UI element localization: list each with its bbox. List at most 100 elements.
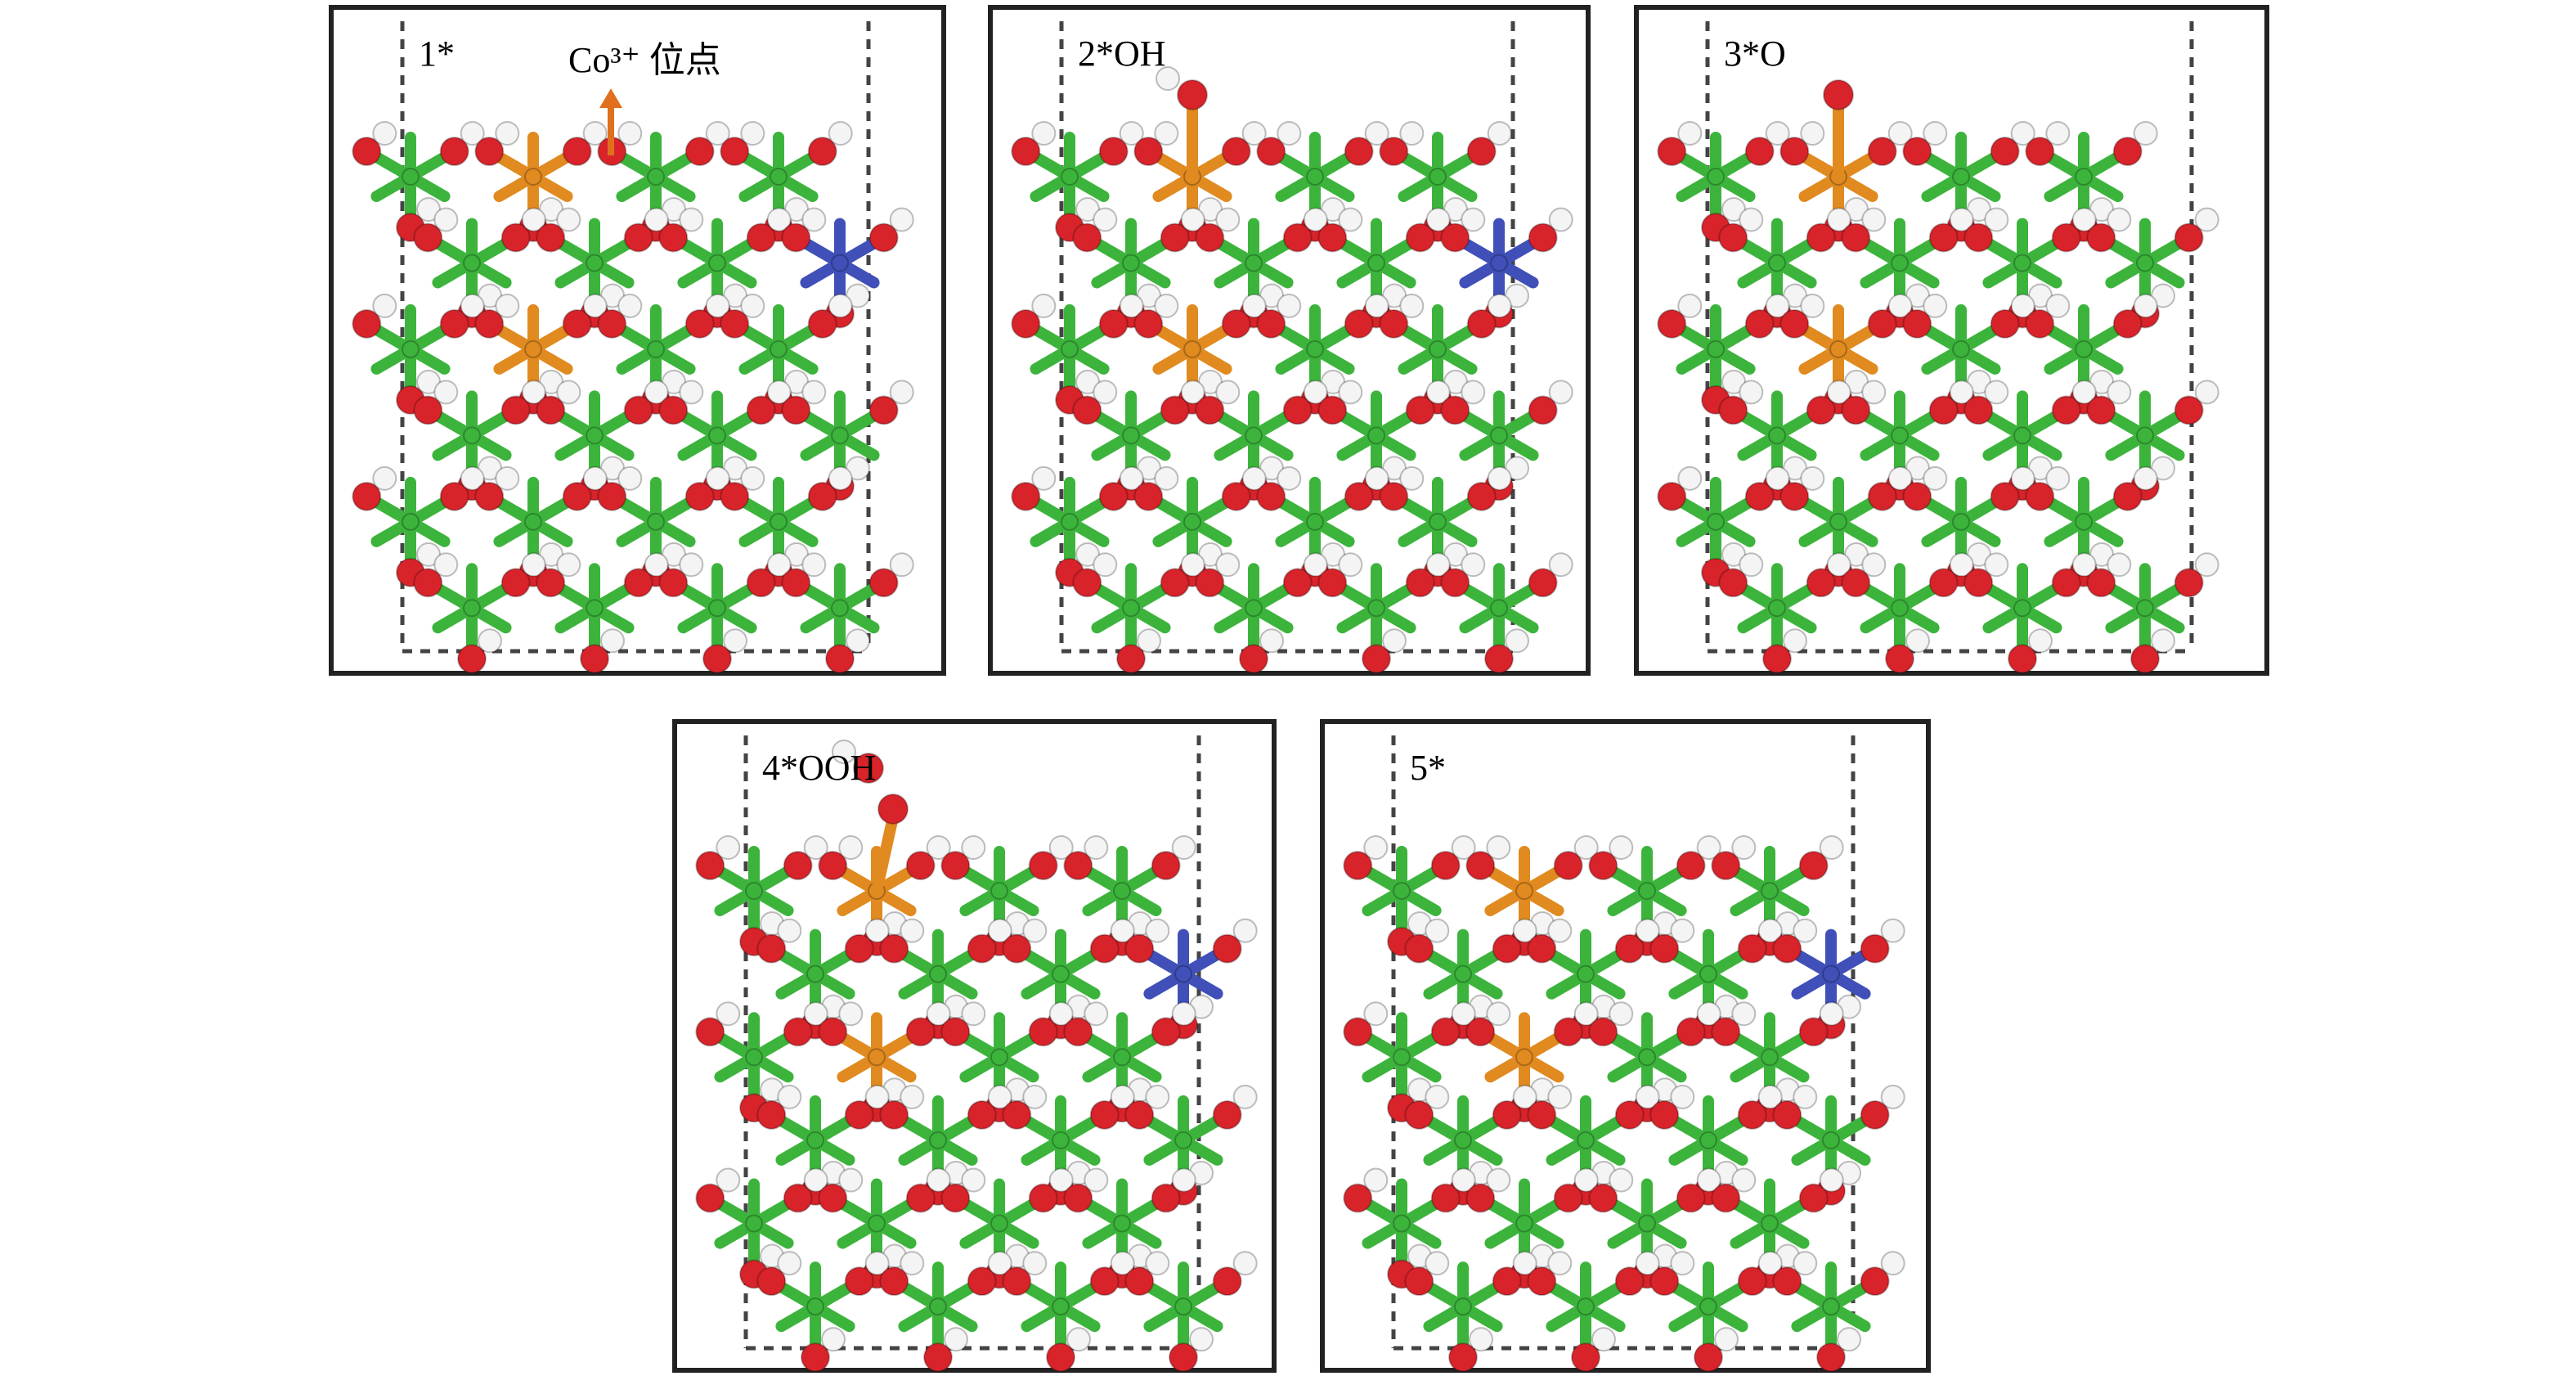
hydrogen-atom — [1487, 121, 1512, 146]
hydrogen-atom — [900, 918, 925, 943]
oxygen-atom — [658, 568, 689, 598]
oxygen-atom — [1718, 568, 1748, 598]
hydrogen-atom — [716, 835, 741, 860]
oxygen-atom — [500, 568, 531, 598]
oxygen-atom — [1466, 308, 1497, 339]
hydrogen-atom — [1739, 207, 1764, 232]
oxygen-atom — [746, 568, 776, 598]
hydrogen-atom — [372, 465, 397, 491]
oxygen-atom — [1990, 308, 2020, 339]
oxygen-atom — [1405, 568, 1435, 598]
oxygen-atom — [1160, 395, 1190, 425]
metal-atom — [2075, 168, 2093, 186]
metal-atom — [1768, 254, 1786, 272]
oxygen-atom — [746, 395, 776, 425]
lattice — [695, 740, 1258, 1373]
oxygen-atom — [1823, 79, 1854, 110]
oxygen-atom — [1116, 644, 1146, 674]
hydrogen-atom — [832, 740, 856, 764]
hydrogen-atom — [1486, 1001, 1511, 1027]
oxygen-atom — [1867, 308, 1897, 339]
hydrogen-atom — [1022, 918, 1048, 943]
hydrogen-atom — [1819, 835, 1844, 860]
hydrogen-atom — [1984, 552, 2009, 578]
oxygen-atom — [1124, 1099, 1155, 1130]
hydrogen-atom — [1145, 918, 1170, 943]
hydrogen-atom — [478, 456, 502, 481]
oxygen-atom — [1379, 308, 1409, 339]
oxygen-atom — [1902, 308, 1932, 339]
oxygen-atom — [1737, 1099, 1767, 1130]
hydrogen-atom — [1425, 918, 1450, 943]
oxygen-atom — [1860, 1266, 1890, 1297]
hydrogen-atom — [556, 207, 581, 232]
metal-atom — [708, 426, 726, 445]
oxygen-atom — [1344, 308, 1374, 339]
hydrogen-atom — [1084, 1167, 1109, 1193]
oxygen-atom — [879, 933, 909, 964]
hydrogen-atom — [723, 283, 747, 308]
hydrogen-atom — [679, 207, 704, 232]
metal-atom — [929, 1297, 947, 1316]
oxygen-atom — [2112, 137, 2143, 166]
oxygen-atom — [562, 481, 592, 511]
hydrogen-atom — [1425, 1084, 1450, 1109]
oxygen-atom — [2112, 308, 2143, 339]
hydrogen-atom — [784, 369, 809, 394]
metal-atom — [1174, 1297, 1192, 1316]
oxygen-atom — [844, 1266, 874, 1297]
hydrogen-atom — [2194, 380, 2219, 405]
oxygen-atom — [1928, 395, 1959, 425]
hydrogen-atom — [1609, 1001, 1634, 1027]
oxygen-atom — [1841, 223, 1871, 253]
oxygen-atom — [1011, 308, 1041, 339]
panel-label: 1* — [419, 34, 455, 74]
metal-atom — [1490, 599, 1508, 618]
oxygen-atom — [1963, 395, 1994, 425]
hydrogen-atom — [1075, 197, 1100, 222]
oxygen-atom — [1588, 851, 1618, 880]
oxygen-atom — [1098, 481, 1129, 511]
oxygen-atom — [1282, 395, 1313, 425]
metal-atom — [2075, 512, 2093, 531]
metal-atom — [1822, 1131, 1840, 1149]
metal-atom — [770, 340, 788, 358]
hydrogen-atom — [1757, 1251, 1783, 1276]
hydrogen-atom — [1084, 1001, 1109, 1027]
oxygen-atom — [623, 223, 653, 253]
oxygen-atom — [1528, 395, 1558, 425]
oxygen-atom — [783, 1017, 813, 1047]
oxygen-atom — [684, 481, 715, 511]
metal-atom — [1891, 254, 1909, 272]
metal-atom — [806, 965, 824, 983]
hydrogen-atom — [521, 552, 546, 578]
hydrogen-atom — [723, 628, 747, 654]
oxygen-atom — [825, 644, 855, 674]
hydrogen-atom — [1793, 1251, 1818, 1276]
metal-atom — [1952, 168, 1970, 186]
hydrogen-atom — [1363, 1001, 1389, 1027]
oxygen-atom — [1221, 137, 1251, 166]
oxygen-atom — [1553, 1183, 1583, 1213]
oxygen-atom — [1212, 1266, 1242, 1297]
hydrogen-atom — [1487, 465, 1512, 491]
oxygen-atom — [1133, 137, 1164, 166]
hydrogen-atom — [1731, 1001, 1757, 1027]
metal-atom — [1061, 512, 1079, 531]
hydrogen-atom — [1949, 552, 1974, 578]
metal-atom — [990, 882, 1008, 900]
hydrogen-atom — [705, 293, 730, 318]
hydrogen-atom — [1277, 293, 1302, 318]
metal-atom — [1052, 1131, 1070, 1149]
hydrogen-atom — [1048, 1167, 1074, 1193]
metal-atom — [1393, 1048, 1411, 1067]
hydrogen-atom — [1905, 456, 1930, 481]
metal-atom — [1454, 1131, 1472, 1149]
oxygen-atom — [1239, 644, 1268, 674]
hydrogen-atom — [1198, 542, 1223, 567]
oxygen-atom — [1221, 308, 1251, 339]
metal-atom — [831, 599, 849, 618]
hydrogen-atom — [2045, 121, 2071, 146]
hydrogen-atom — [1154, 121, 1179, 146]
metal-atom — [1707, 512, 1725, 531]
